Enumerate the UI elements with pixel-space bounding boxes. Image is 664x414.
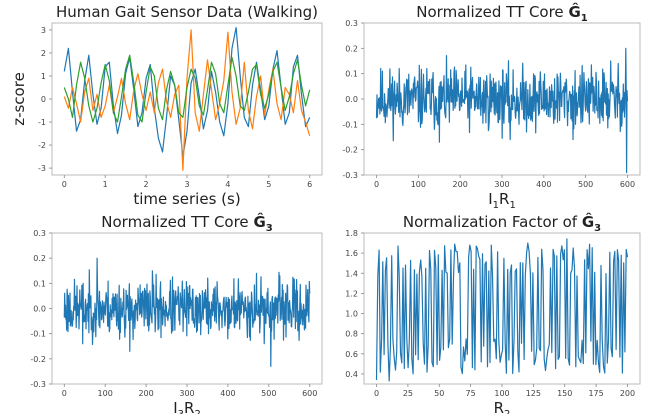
x-tick-label: 300 [494,180,509,189]
y-tick-label: 1.0 [345,310,358,319]
y-tick-label: 0.1 [345,70,358,79]
y-tick-label: -0.1 [30,330,46,339]
series-line-2 [63,29,311,171]
y-tick-label: 0.0 [33,305,46,314]
y-tick-label: -0.2 [30,355,46,364]
series-line-1 [375,47,629,174]
y-tick-label: -1 [38,118,46,127]
x-tick-label: 1 [103,180,108,189]
y-tick-label: 0.3 [345,19,358,28]
y-tick-label: 0.2 [345,44,358,53]
x-tick-label: 2 [144,180,149,189]
y-axis-label: z-score [10,72,28,126]
x-tick-label: 400 [536,180,551,189]
x-axis-label: I3R2 [173,399,201,414]
x-tick-label: 100 [411,180,426,189]
title-math-symbol: Ĝ [568,2,580,21]
x-tick-label: 0 [374,180,379,189]
x-tick-label: 100 [98,389,113,398]
chart-title: Normalization Factor of Ĝ3 [403,212,601,234]
x-tick-label: 0 [62,180,67,189]
y-tick-label: -0.2 [342,146,358,155]
chart-panel-3: 0 100 200 300 400 500 600 -0.3 -0.2 -0.1 0.0 0.1 0.2… [30,212,323,414]
title-subscript: 3 [594,223,601,234]
y-tick-label: 0 [41,95,46,104]
y-tick-label: 0.1 [33,279,46,288]
y-tick-label: 2 [41,49,46,58]
x-tick-label: 0 [374,389,379,398]
y-tick-label: -0.3 [30,380,46,389]
y-tick-label: 1 [41,72,46,81]
y-tick-label: 0.4 [345,370,358,379]
series-line-1 [63,27,311,158]
chart-title: Normalized TT Core Ĝ3 [101,212,272,234]
chart-panel-4: 0 25 50 75 100 125 150 175 200 0.4 0.6 0.8 1.0 1.2 1.4… [345,212,641,414]
series-line-1 [63,257,311,367]
x-tick-label: 500 [261,389,276,398]
title-math-symbol: Ĝ [253,212,265,231]
y-tick-label: 1.2 [345,289,358,298]
y-tick-label: 1.6 [345,249,358,258]
x-tick-label: 600 [620,180,635,189]
y-tick-label: 0.6 [345,350,358,359]
y-tick-label: 0.3 [33,229,46,238]
chart-title: Human Gait Sensor Data (Walking) [56,3,318,21]
y-tick-label: 1.4 [345,269,358,278]
plot-frame [51,22,323,176]
x-tick-label: 50 [434,389,444,398]
x-axis-label: time series (s) [133,190,240,208]
x-tick-label: 6 [307,180,312,189]
x-tick-label: 3 [184,180,189,189]
y-tick-label: 0.8 [345,330,358,339]
x-tick-label: 600 [302,389,317,398]
x-tick-label: 0 [62,389,67,398]
x-axis-label: R2 [494,399,511,414]
x-tick-label: 200 [138,389,153,398]
title-subscript: 1 [581,13,588,24]
x-tick-label: 200 [453,180,468,189]
x-tick-label: 5 [266,180,271,189]
x-tick-label: 100 [494,389,509,398]
x-tick-label: 4 [225,180,230,189]
chart-title: Normalized TT Core Ĝ1 [416,2,587,24]
y-tick-label: 0.0 [345,95,358,104]
x-tick-label: 200 [620,389,635,398]
title-math-symbol: Ĝ [582,212,594,231]
y-tick-label: 3 [41,26,46,35]
x-axis-label: I1R1 [488,190,516,211]
x-tick-label: 125 [526,389,541,398]
x-tick-label: 500 [578,180,593,189]
chart-panel-2: 0 100 200 300 400 500 600 -0.3 -0.2 -0.1 0.0 0.1 0.2… [342,2,641,211]
x-tick-label: 75 [466,389,476,398]
x-tick-label: 175 [588,389,603,398]
x-tick-label: 25 [403,389,413,398]
series-line-1 [375,238,629,382]
x-tick-label: 150 [557,389,572,398]
chart-panel-1: 0 1 2 3 4 5 6 -3 -2 -1 0 1 2 3 Human Gait Sensor Data … [10,3,323,208]
y-tick-label: -0.3 [342,171,358,180]
x-tick-label: 300 [179,389,194,398]
y-tick-label: 0.2 [33,254,46,263]
y-tick-label: -2 [38,141,46,150]
y-tick-label: 1.8 [345,229,358,238]
y-tick-label: -0.1 [342,120,358,129]
x-tick-label: 400 [220,389,235,398]
title-subscript: 3 [266,223,273,234]
y-tick-label: -3 [38,164,46,173]
series-line-3 [63,54,311,123]
